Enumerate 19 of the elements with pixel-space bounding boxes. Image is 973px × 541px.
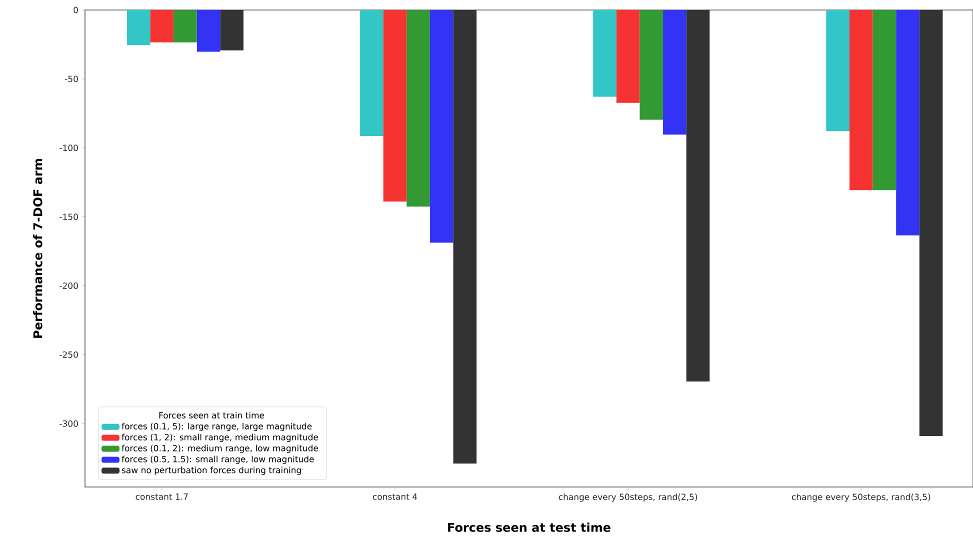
- legend-label: forces (0.5, 1.5): small range, low magnitude: [122, 456, 314, 464]
- x-tick-label: change every 50steps, rand(2,5): [558, 494, 698, 502]
- legend-title: Forces seen at train time: [159, 412, 264, 418]
- legend-label: forces (1, 2): small range, medium magnitude: [122, 434, 318, 442]
- y-tick-label: 0: [74, 6, 78, 14]
- x-tick-label: constant 1.7: [136, 494, 188, 500]
- y-axis-title: Performance of 7-DOF arm: [33, 159, 42, 338]
- y-tick-label: -300: [60, 420, 78, 427]
- x-tick-label: constant 4: [372, 494, 418, 500]
- legend-label: saw no perturbation forces during training: [122, 466, 301, 475]
- y-tick-label: -250: [60, 351, 78, 358]
- y-tick-label: -100: [60, 144, 78, 152]
- x-axis-title: Forces seen at test time: [448, 522, 610, 532]
- legend-label: forces (0.1, 2): medium range, low magnitude: [122, 444, 318, 453]
- y-tick-label: -200: [60, 282, 78, 289]
- x-tick-label: change every 50steps, rand(3,5): [792, 494, 930, 502]
- y-tick-label: -150: [60, 214, 78, 220]
- y-tick-label: -50: [64, 76, 78, 82]
- legend-label: forces (0.1, 5): large range, large magnitude: [122, 422, 312, 432]
